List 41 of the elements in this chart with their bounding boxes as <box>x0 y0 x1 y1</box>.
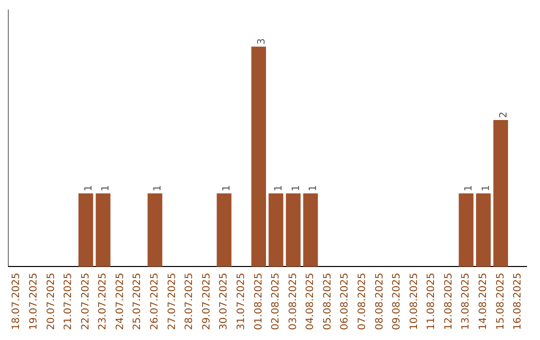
x-tick-label: 04.08.2025 <box>305 272 316 330</box>
data-label: 1 <box>100 185 112 192</box>
x-tick-label: 24.07.2025 <box>114 272 126 330</box>
x-tick-label: 30.07.2025 <box>218 272 230 330</box>
x-tick-label: 31.07.2025 <box>236 272 247 330</box>
x-tick-label: 14.08.2025 <box>478 272 489 330</box>
data-label: 1 <box>290 185 302 192</box>
x-tick-label: 02.08.2025 <box>270 272 282 330</box>
x-tick-label: 22.07.2025 <box>80 272 92 330</box>
data-label: 1 <box>464 185 475 192</box>
x-tick-label: 26.07.2025 <box>150 272 161 330</box>
x-tick-label: 08.08.2025 <box>374 272 386 330</box>
data-label: 1 <box>222 185 233 192</box>
x-tick-label: 19.07.2025 <box>28 272 40 330</box>
x-tick-label: 29.07.2025 <box>201 272 212 330</box>
x-tick-label: 23.07.2025 <box>98 272 109 330</box>
x-tick-label: 07.08.2025 <box>356 272 368 330</box>
x-tick-label: 16.08.2025 <box>512 272 524 330</box>
x-tick-label: 10.08.2025 <box>408 272 420 330</box>
x-tick-label: 12.08.2025 <box>443 272 454 330</box>
x-tick-label: 28.07.2025 <box>184 272 196 330</box>
data-label: 3 <box>256 38 268 45</box>
x-tick-label: 06.08.2025 <box>340 272 351 330</box>
x-tick-label: 01.08.2025 <box>253 272 264 330</box>
x-tick-label: 15.08.2025 <box>495 272 506 330</box>
x-tick-label: 20.07.2025 <box>46 272 57 330</box>
x-tick-label: 27.07.2025 <box>166 272 178 330</box>
data-label: 1 <box>274 185 285 192</box>
x-tick-label: 05.08.2025 <box>322 272 334 330</box>
x-tick-label: 25.07.2025 <box>132 272 144 330</box>
data-label: 1 <box>480 185 492 192</box>
x-tick-label: 21.07.2025 <box>63 272 74 330</box>
x-tick-label: 09.08.2025 <box>392 272 403 330</box>
x-tick-label: 11.08.2025 <box>426 272 438 330</box>
data-label: 1 <box>152 185 164 192</box>
data-label: 2 <box>498 112 510 118</box>
x-tick-label: 03.08.2025 <box>288 272 299 330</box>
x-tick-label: 18.07.2025 <box>11 272 22 330</box>
x-tick-label: 13.08.2025 <box>460 272 472 330</box>
data-label: 1 <box>83 185 94 192</box>
data-label: 1 <box>308 185 320 192</box>
